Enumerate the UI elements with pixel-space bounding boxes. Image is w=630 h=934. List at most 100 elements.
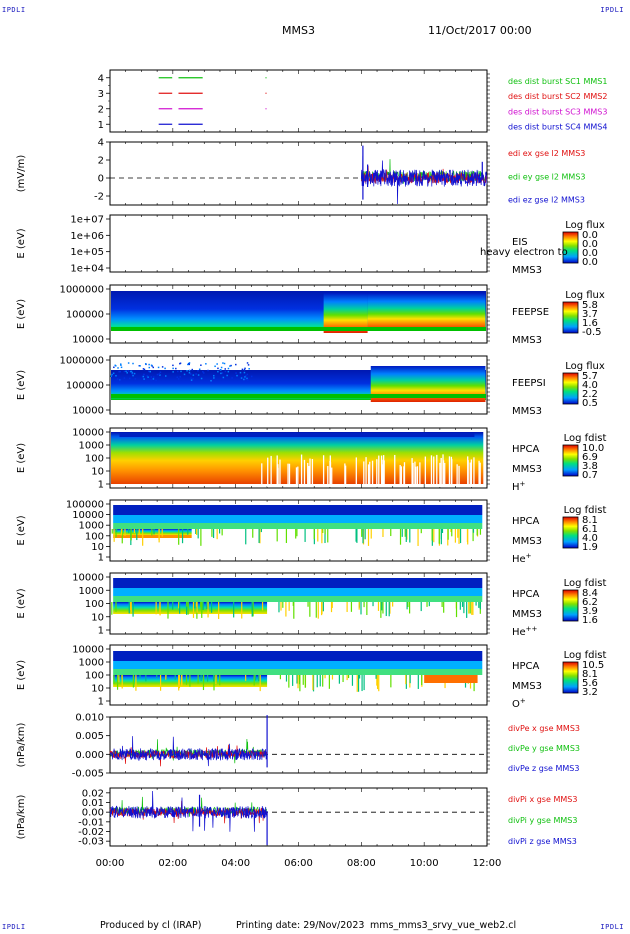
hpca-he2-ytick-label: 10	[91, 612, 104, 623]
feepsi-speckle	[245, 375, 247, 377]
feepsi-speckle	[229, 365, 231, 367]
feepse-side-label-1: MMS3	[512, 335, 542, 346]
feepsi-speckle	[115, 374, 117, 377]
hpca-he2-streak	[159, 602, 161, 616]
hpca-he2-side-label-1: MMS3	[512, 609, 542, 620]
burst-legend-0: des dist burst SC1 MMS1	[508, 77, 607, 86]
hpca-o-streak	[302, 675, 304, 685]
hpca-he2-streak	[218, 602, 220, 619]
hpca-he-streak	[367, 529, 370, 546]
hpca-he-band-high	[113, 505, 483, 515]
feepsi-speckle	[143, 373, 145, 376]
footer-filename: mms_mms3_srvy_vue_web2.cl	[370, 920, 517, 931]
feepse-colorbar-tick: -0.5	[582, 327, 602, 338]
feepsi-speckle	[235, 372, 237, 374]
hpca-he-streak	[113, 529, 115, 542]
hpca-he2-streak	[194, 602, 196, 609]
hpca-h-gap	[322, 455, 325, 487]
hpca-o-streak	[145, 675, 147, 682]
hpca-o-streak	[376, 675, 378, 686]
hpca-o-streak	[473, 675, 475, 692]
hpca-h-gap	[400, 466, 402, 487]
hpca-he2-streak	[321, 602, 323, 615]
feepsi-speckle	[113, 366, 115, 369]
hpca-he-streak	[116, 529, 118, 533]
divpe-legend-0: divPe x gse MMS3	[508, 724, 580, 733]
feepsi-speckle	[130, 370, 133, 373]
hpca-he-streak	[322, 529, 324, 533]
corner-label-bottom-right: IPDLI	[600, 923, 624, 931]
hpca-he2-streak	[167, 602, 169, 619]
hpca-he2-colorbar-tick: 3.9	[582, 606, 598, 617]
feepsi-speckle	[210, 379, 212, 382]
hpca-he-streak	[454, 529, 456, 543]
feepsi-speckle	[187, 363, 189, 366]
hpca-h-gap	[331, 467, 333, 487]
feepsi-speckle	[125, 370, 127, 373]
hpca-he2-streak	[468, 602, 470, 614]
hpca-o-streak	[312, 675, 315, 692]
hpca-o-streak	[206, 675, 209, 682]
hpca-he-band-mid	[113, 515, 483, 523]
hpca-he-streak	[479, 529, 482, 535]
hpca-h-ytick-label: 1	[98, 480, 104, 491]
hpca-o-streak	[297, 675, 299, 689]
hpca-h-gap	[456, 464, 458, 487]
hpca-h-gap	[295, 467, 298, 487]
feepsi-speckle	[132, 362, 134, 365]
hpca-he-streak	[259, 529, 261, 544]
hpca-h-gap	[440, 457, 442, 487]
divpi-ytick-label: 0.02	[82, 788, 104, 799]
hpca-h-gap	[308, 465, 310, 487]
feepsi-speckle	[146, 375, 149, 377]
feepsi-speckle	[179, 376, 181, 378]
hpca-h-gap	[411, 458, 413, 487]
hpca-he-streak	[219, 529, 221, 534]
hpca-he-streak	[276, 529, 278, 542]
hpca-he-colorbar	[562, 516, 579, 549]
hpca-h-gap	[365, 457, 367, 487]
hpca-he-streak	[245, 529, 247, 545]
hpca-he2-side-label-2: He++	[512, 625, 538, 638]
feepsi-speckle	[157, 366, 160, 369]
hpca-he2-streak	[317, 602, 319, 619]
feepsi-speckle	[134, 378, 137, 380]
feepsi-speckle	[120, 366, 123, 369]
hpca-he-streak	[124, 529, 126, 536]
hpca-he-streak	[252, 529, 254, 538]
feepsi-colorbar-tick: 5.7	[582, 371, 598, 382]
hpca-he2-colorbar-tick: 1.6	[582, 615, 598, 626]
burst-ytick-label: 2	[98, 104, 104, 115]
hpca-he2-band-mid	[113, 588, 483, 596]
burst-ytick-label: 1	[98, 120, 104, 131]
hpca-he-streak	[181, 529, 184, 544]
hpca-he-streak	[417, 529, 419, 546]
hpca-h-gap	[307, 462, 309, 487]
feepsi-speckle	[152, 376, 155, 378]
hpca-he2-streak	[206, 602, 208, 609]
hpca-he-streak	[404, 529, 406, 537]
feepse-spectrum-hot	[367, 293, 486, 331]
feepsi-speckle	[236, 374, 238, 377]
hpca-he-streak	[476, 529, 478, 536]
hpca-he-streak	[390, 529, 392, 537]
hpca-he2-streak	[346, 602, 348, 612]
hpca-he2-streak	[186, 602, 188, 615]
hpca-o-streak	[200, 675, 202, 682]
hpca-h-gap	[288, 463, 291, 487]
hpca-he-streak	[285, 529, 288, 544]
eis-frame	[109, 214, 488, 273]
hpca-o-streak	[259, 675, 261, 692]
hpca-o-streak	[375, 675, 377, 679]
hpca-h-gap	[414, 461, 416, 487]
hpca-o-side-label-1: MMS3	[512, 681, 542, 692]
hpca-he2-streak	[381, 602, 383, 611]
divpe-ytick-label: 0.005	[75, 731, 104, 742]
hpca-he-streak	[258, 529, 260, 543]
hpca-h-gap	[261, 463, 263, 487]
hpca-he-colorbar-title: Log fdist	[564, 505, 607, 516]
hpca-o-streak	[417, 675, 419, 689]
feepsi-speckle	[190, 377, 192, 379]
hpca-he-streak	[451, 529, 453, 537]
hpca-he2-streak	[241, 602, 243, 619]
